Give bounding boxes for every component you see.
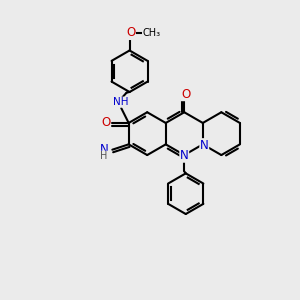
Text: H: H bbox=[100, 151, 108, 161]
Text: CH₃: CH₃ bbox=[142, 28, 160, 38]
Text: N: N bbox=[100, 143, 108, 156]
Text: NH: NH bbox=[113, 97, 128, 107]
Text: N: N bbox=[180, 149, 189, 162]
Text: O: O bbox=[101, 116, 110, 129]
Text: O: O bbox=[126, 26, 135, 39]
Text: O: O bbox=[181, 88, 190, 100]
Text: N: N bbox=[200, 139, 209, 152]
